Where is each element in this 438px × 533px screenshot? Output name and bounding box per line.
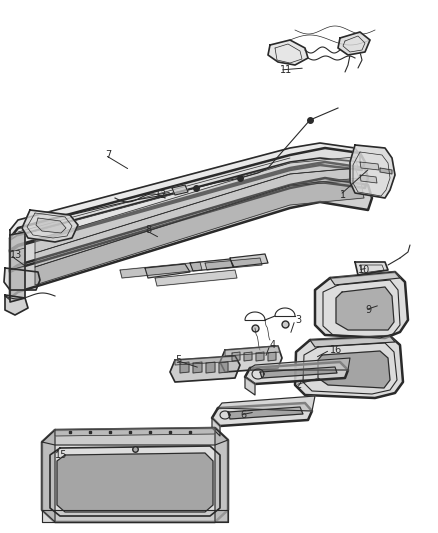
- Polygon shape: [245, 377, 255, 395]
- Text: 12: 12: [155, 190, 167, 200]
- Polygon shape: [35, 178, 364, 285]
- Polygon shape: [42, 428, 228, 522]
- Polygon shape: [244, 352, 252, 361]
- Polygon shape: [10, 232, 25, 302]
- Polygon shape: [315, 272, 408, 338]
- Polygon shape: [5, 295, 28, 315]
- Polygon shape: [295, 336, 403, 398]
- Text: 15: 15: [55, 450, 67, 460]
- Polygon shape: [57, 453, 213, 512]
- Text: 6: 6: [240, 410, 246, 420]
- Text: 13: 13: [10, 250, 22, 260]
- Polygon shape: [260, 367, 337, 378]
- Polygon shape: [350, 145, 395, 198]
- Polygon shape: [256, 352, 264, 361]
- Text: 4: 4: [270, 340, 276, 350]
- Polygon shape: [10, 178, 372, 298]
- Polygon shape: [338, 32, 370, 55]
- Polygon shape: [212, 403, 312, 426]
- Polygon shape: [155, 270, 237, 286]
- Polygon shape: [360, 162, 379, 170]
- Polygon shape: [193, 362, 202, 373]
- Polygon shape: [225, 346, 280, 356]
- Polygon shape: [120, 262, 202, 278]
- Polygon shape: [42, 510, 228, 522]
- Polygon shape: [180, 362, 189, 373]
- Text: 1: 1: [340, 190, 346, 200]
- Polygon shape: [10, 162, 368, 272]
- Polygon shape: [219, 362, 228, 373]
- Polygon shape: [145, 264, 190, 278]
- Polygon shape: [175, 356, 238, 365]
- Polygon shape: [36, 218, 66, 233]
- Polygon shape: [42, 428, 228, 445]
- Polygon shape: [232, 352, 240, 361]
- Polygon shape: [218, 396, 315, 411]
- Polygon shape: [330, 272, 400, 285]
- Polygon shape: [212, 418, 220, 436]
- Polygon shape: [42, 430, 55, 522]
- Polygon shape: [268, 40, 308, 65]
- Polygon shape: [310, 336, 395, 347]
- Polygon shape: [355, 262, 388, 275]
- Text: 3: 3: [295, 315, 301, 325]
- Text: 11: 11: [280, 65, 292, 75]
- Text: 7: 7: [105, 150, 111, 160]
- Polygon shape: [228, 407, 303, 419]
- Polygon shape: [380, 168, 392, 174]
- Text: 10: 10: [358, 265, 370, 275]
- Polygon shape: [268, 352, 276, 361]
- Polygon shape: [245, 362, 348, 384]
- Polygon shape: [55, 428, 215, 436]
- Polygon shape: [230, 254, 268, 267]
- Polygon shape: [336, 287, 394, 330]
- Text: 2: 2: [295, 380, 301, 390]
- Text: 16: 16: [330, 345, 342, 355]
- Text: 5: 5: [175, 355, 181, 365]
- Polygon shape: [206, 362, 215, 373]
- Polygon shape: [190, 259, 234, 271]
- Polygon shape: [10, 143, 360, 240]
- Polygon shape: [250, 358, 350, 370]
- Polygon shape: [220, 346, 282, 372]
- Polygon shape: [4, 268, 40, 290]
- Text: 8: 8: [145, 225, 151, 235]
- Polygon shape: [22, 210, 78, 242]
- Polygon shape: [205, 258, 262, 270]
- Polygon shape: [170, 356, 240, 382]
- Text: 9: 9: [365, 305, 371, 315]
- Polygon shape: [215, 428, 228, 522]
- Polygon shape: [360, 175, 377, 183]
- Polygon shape: [35, 168, 360, 267]
- Polygon shape: [10, 148, 365, 252]
- Polygon shape: [35, 157, 358, 253]
- Polygon shape: [318, 351, 390, 388]
- Polygon shape: [172, 185, 188, 195]
